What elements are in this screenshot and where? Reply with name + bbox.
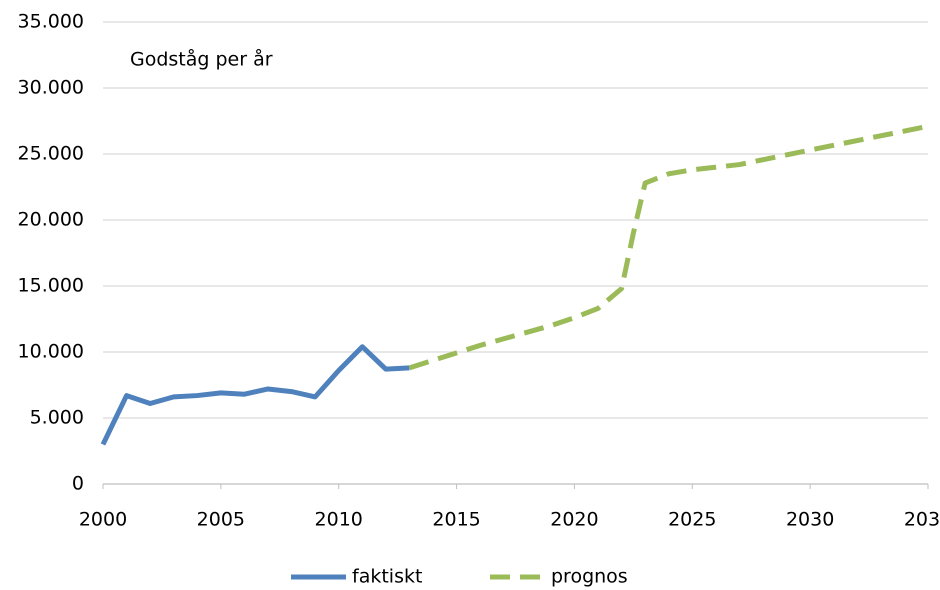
x-tick-label: 2000 xyxy=(79,509,127,531)
x-tick-label: 2005 xyxy=(197,509,245,531)
legend-label: prognos xyxy=(551,566,628,588)
y-tick-label: 15.000 xyxy=(18,275,84,297)
x-tick-label: 2015 xyxy=(432,509,480,531)
y-tick-label: 30.000 xyxy=(18,77,84,99)
y-tick-label: 0 xyxy=(72,473,84,495)
y-tick-label: 5.000 xyxy=(30,407,84,429)
legend-label: faktiskt xyxy=(352,566,422,588)
line xyxy=(408,123,929,371)
y-tick-label: 35.000 xyxy=(18,11,84,33)
x-tick-label: 2010 xyxy=(315,509,363,531)
line xyxy=(100,344,410,446)
annotation: Godståg per år xyxy=(130,48,273,71)
y-tick-label: 20.000 xyxy=(18,209,84,231)
x-tick-label: 2030 xyxy=(786,509,834,531)
x-tick-label: 2025 xyxy=(668,509,716,531)
x-tick-label: 2035 xyxy=(904,509,940,531)
y-tick-label: 10.000 xyxy=(18,341,84,363)
y-tick-label: 25.000 xyxy=(18,143,84,165)
x-tick-label: 2020 xyxy=(550,509,598,531)
